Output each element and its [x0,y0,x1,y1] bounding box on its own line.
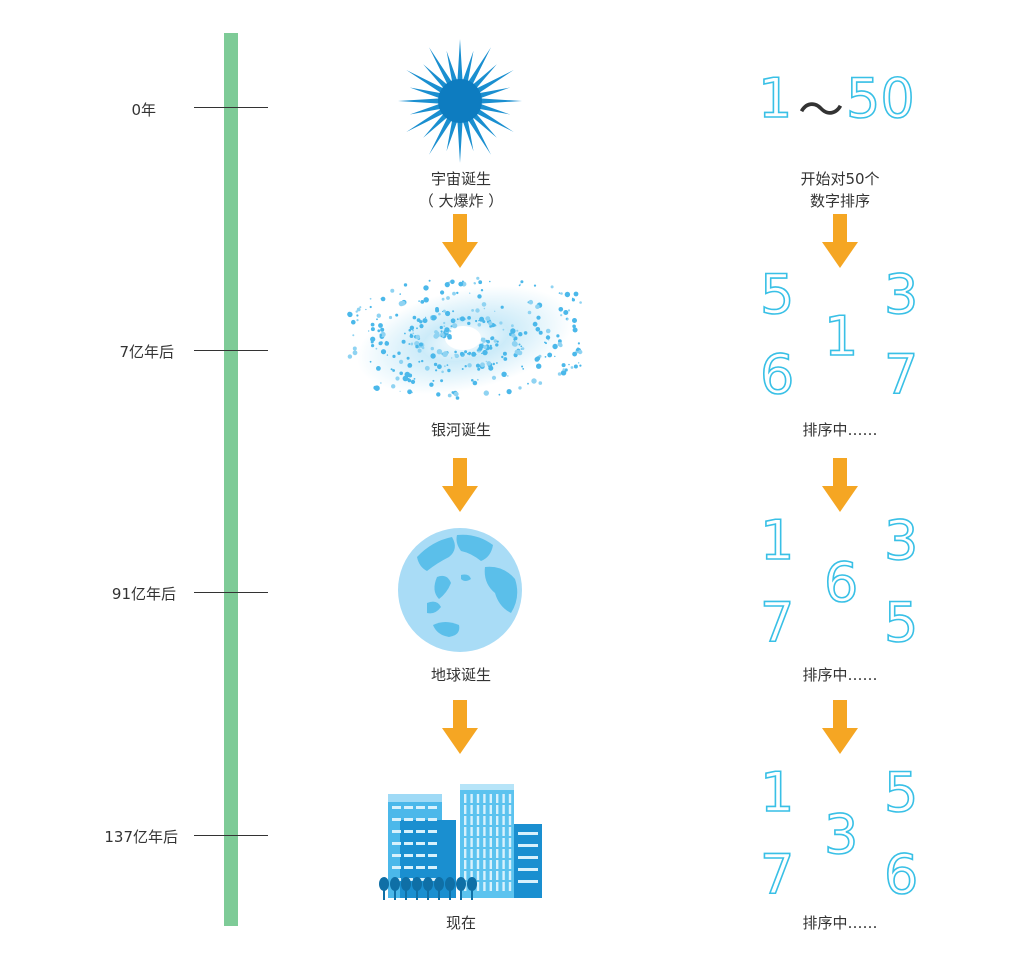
arrow-down-icon [822,214,858,268]
big-bang-caption: 宇宙诞生 （ 大爆炸 ） [418,170,504,210]
galaxy-spiral-icon [347,276,583,400]
sort-step-caption: 排序中…… [802,666,878,684]
earth-caption: 地球诞生 [430,666,491,684]
sort-number: 5 [883,591,919,654]
sort-number: 7 [759,591,795,654]
sort-number: 3 [883,509,919,572]
tick-line-1 [194,350,268,351]
sort-number: 5 [883,761,919,824]
arrow-down-icon [822,700,858,754]
present-caption: 现在 [445,914,476,932]
timeline-bar [224,33,238,926]
arrow-down-icon [442,700,478,754]
time-label-1: 7亿年后 [119,343,174,361]
tick-line-0 [194,107,268,108]
sort-number: 3 [883,263,919,326]
sort-step-caption: 排序中…… [802,421,878,439]
sort-number: 6 [759,343,795,406]
sort-intro-caption: 开始对50个 数字排序 [800,170,880,210]
sort-number: 3 [823,803,859,866]
galaxy-caption: 银河诞生 [430,421,491,439]
time-label-3: 137亿年后 [104,828,178,846]
sort-number: 7 [759,843,795,906]
sort-number: 5 [759,263,795,326]
tick-line-3 [194,835,268,836]
sort-number: 6 [823,551,859,614]
sort-number: 1 [759,761,795,824]
sort-step-caption: 排序中…… [802,914,878,932]
sort-number: 6 [883,843,919,906]
big-bang-starburst-icon [398,39,522,163]
sort-number: 1 [759,509,795,572]
arrow-down-icon [442,214,478,268]
range-from-number: 1 [757,67,793,130]
tick-line-2 [194,592,268,593]
arrow-down-icon [822,458,858,512]
sort-number: 7 [883,343,919,406]
earth-globe-icon [398,528,522,652]
city-buildings-icon [379,784,542,900]
time-label-0: 0年 [131,101,156,119]
sort-number: 1 [823,305,859,368]
arrow-down-icon [442,458,478,512]
range-to-number: 50 [845,67,915,130]
time-label-2: 91亿年后 [111,585,176,603]
range-tilde: ～ [798,83,844,137]
